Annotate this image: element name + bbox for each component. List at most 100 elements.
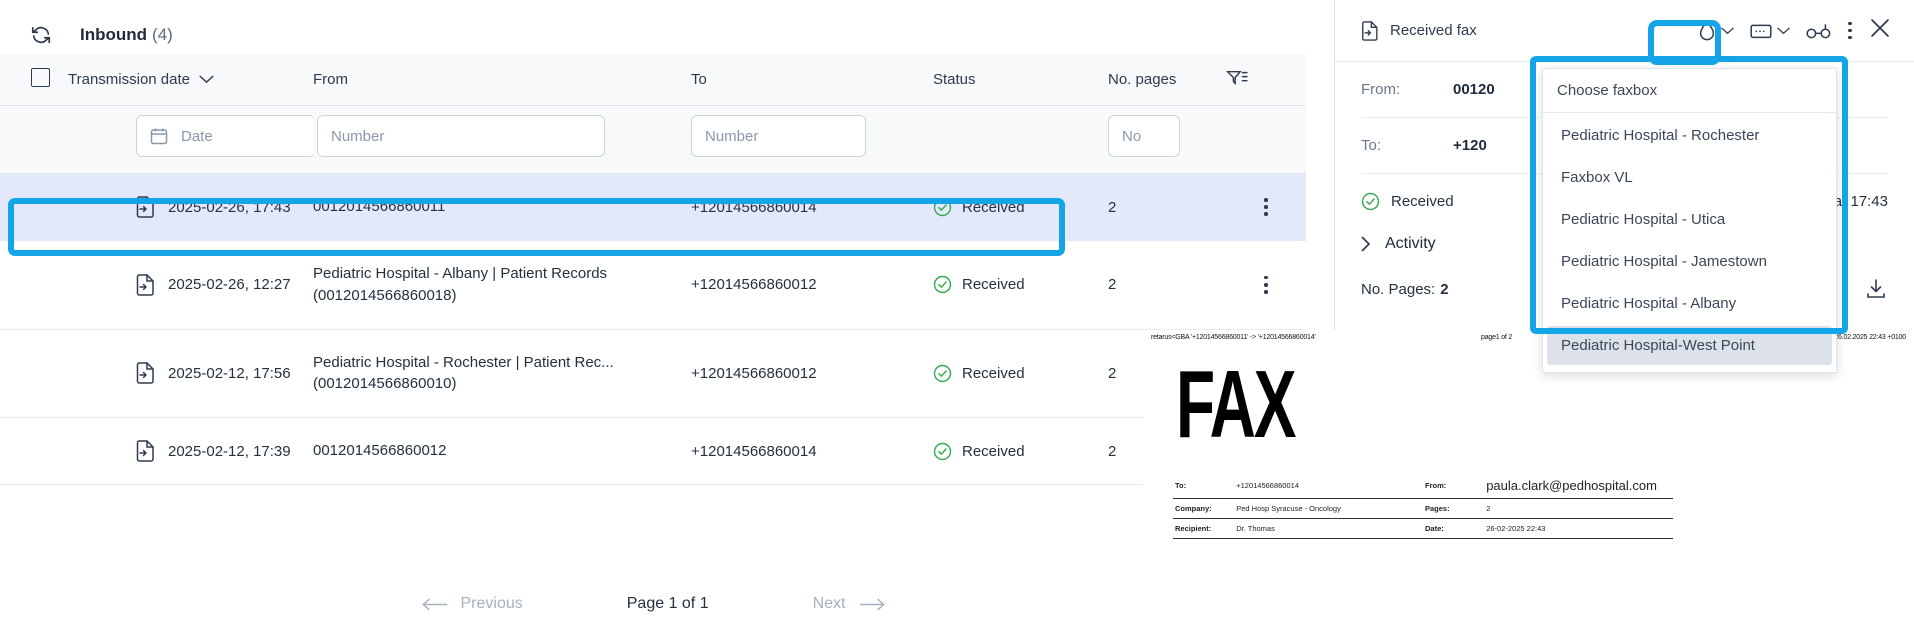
preview-header-line: retarus<GBA '+12014566860011' -> '+12014… — [1143, 330, 1914, 341]
faxbox-icon — [1750, 24, 1772, 38]
table-row[interactable]: 2025-02-12, 17:39 0012014566860012 +1201… — [0, 417, 1306, 485]
row-from-cell: 0012014566860011 — [313, 173, 691, 241]
column-filter-toggle[interactable] — [1225, 54, 1306, 106]
row-checkbox-cell[interactable] — [0, 173, 68, 241]
preview-date-value: 26-02-2025 22:43 — [1484, 518, 1673, 539]
pages-filter-input[interactable]: No — [1108, 115, 1180, 157]
to-filter-input[interactable]: Number — [691, 115, 866, 157]
detail-pages-line: No. Pages: 2 — [1335, 267, 1914, 313]
preview-header-right: 26.02.2025 22:43 +0100 — [1834, 334, 1906, 341]
column-from[interactable]: From — [313, 54, 691, 106]
activity-label: Activity — [1385, 235, 1436, 252]
filter-pages-cell: No — [1108, 105, 1226, 174]
row-pages-cell: 2 — [1108, 240, 1226, 330]
row-date-cell: 2025-02-26, 12:27 — [68, 240, 313, 330]
filter-row: Date Number Number — [0, 105, 1306, 174]
row-to-cell: +12014566860012 — [691, 240, 933, 330]
column-to[interactable]: To — [691, 54, 933, 106]
check-circle-icon — [933, 442, 952, 460]
dropdown-item-utica[interactable]: Pediatric Hospital - Utica — [1561, 211, 1726, 228]
row-from-sub: (0012014566860010) — [313, 375, 457, 393]
close-button[interactable] — [1868, 16, 1892, 45]
detail-to-label: To: — [1361, 137, 1382, 154]
row-pages: 2 — [1108, 276, 1117, 294]
status-badge: Received — [962, 364, 1025, 382]
row-checkbox-cell[interactable] — [0, 417, 68, 485]
row-from: 0012014566860011 — [313, 198, 446, 216]
filter-spacer — [0, 105, 68, 174]
glasses-button[interactable] — [1806, 23, 1832, 39]
preview-to-label: To: — [1173, 473, 1235, 499]
filter-from-cell: Number — [313, 105, 691, 174]
faxbox-dropdown-menu[interactable]: Choose faxbox Pediatric Hospital - Roche… — [1542, 68, 1837, 373]
dropdown-item-albany[interactable]: Pediatric Hospital - Albany — [1561, 295, 1737, 312]
table-row[interactable]: 2025-02-26, 17:43 0012014566860011 +1201… — [0, 173, 1306, 241]
detail-to-value: +120 — [1453, 137, 1487, 154]
row-menu-cell[interactable] — [1226, 173, 1306, 241]
pagination: Previous Page 1 of 1 Next — [0, 567, 1306, 637]
select-all-header[interactable] — [0, 54, 68, 106]
activity-section-toggle[interactable]: Activity — [1335, 225, 1914, 267]
row-date: 2025-02-26, 12:27 — [168, 276, 291, 294]
row-checkbox-cell[interactable] — [0, 329, 68, 418]
row-menu-cell[interactable] — [1226, 240, 1306, 330]
preview-pages-label: Pages: — [1422, 498, 1485, 519]
row-from: Pediatric Hospital - Rochester | Patient… — [313, 353, 614, 371]
close-icon — [1871, 19, 1889, 37]
row-more-icon[interactable] — [1226, 198, 1306, 216]
fax-table: Transmission date From To Status No. — [0, 54, 1306, 485]
column-no-pages[interactable]: No. pages — [1108, 54, 1226, 106]
download-icon[interactable] — [1864, 277, 1888, 301]
arrow-right-icon — [859, 598, 885, 610]
status-badge: Received — [962, 198, 1025, 216]
row-checkbox-cell[interactable] — [0, 240, 68, 330]
date-filter-input[interactable]: Date — [136, 115, 316, 157]
row-from-cell: 0012014566860012 — [313, 417, 691, 485]
chevron-down-icon — [1721, 27, 1735, 34]
preview-from-label: From: — [1422, 473, 1485, 499]
row-date: 2025-02-12, 17:56 — [168, 364, 291, 382]
dropdown-header: Choose faxbox — [1543, 69, 1836, 113]
status-badge: Received — [962, 276, 1025, 294]
row-date-cell: 2025-02-26, 17:43 — [68, 173, 313, 241]
dropdown-item-faxbox-vl[interactable]: Faxbox VL — [1561, 169, 1633, 186]
received-fax-icon — [1362, 20, 1378, 41]
column-transmission-date[interactable]: Transmission date — [68, 54, 313, 106]
row-from-cell: Pediatric Hospital - Albany | Patient Re… — [313, 240, 691, 330]
preview-row-recipient: Recipient: Dr. Thomas Date: 26-02-2025 2… — [1173, 518, 1673, 539]
row-pages: 2 — [1108, 442, 1117, 460]
from-filter-input[interactable]: Number — [317, 115, 605, 157]
row-status-cell: Received — [933, 240, 1108, 330]
column-label-from: From — [313, 71, 348, 88]
dropdown-item-rochester[interactable]: Pediatric Hospital - Rochester — [1561, 127, 1760, 144]
refresh-icon[interactable] — [30, 24, 52, 46]
fax-page-preview[interactable]: retarus<GBA '+12014566860011' -> '+12014… — [1143, 330, 1914, 637]
column-status[interactable]: Status — [933, 54, 1108, 106]
check-circle-icon — [933, 276, 952, 294]
row-status-cell: Received — [933, 173, 1108, 241]
chevron-down-icon[interactable] — [199, 75, 214, 84]
faxbox-dropdown-button[interactable] — [1750, 22, 1791, 40]
row-more-icon[interactable] — [1226, 275, 1306, 294]
check-circle-icon — [933, 198, 952, 216]
table-row[interactable]: 2025-02-26, 12:27 Pediatric Hospital - A… — [0, 240, 1306, 330]
next-page-button[interactable]: Next — [795, 585, 904, 623]
dropdown-item-west-point[interactable]: Pediatric Hospital-West Point — [1547, 326, 1832, 365]
table-row[interactable]: 2025-02-12, 17:56 Pediatric Hospital - R… — [0, 329, 1306, 418]
row-date: 2025-02-12, 17:39 — [168, 442, 291, 460]
previous-page-button[interactable]: Previous — [403, 585, 541, 623]
inbound-list-pane: Inbound (4) Transmission date — [0, 0, 1335, 637]
detail-toolbar — [1698, 16, 1892, 45]
filter-list-icon[interactable] — [1225, 69, 1248, 87]
page-indicator: Page 1 of 1 — [626, 595, 709, 612]
droplet-dropdown-button[interactable] — [1698, 20, 1735, 42]
preview-header-left: retarus<GBA '+12014566860011' -> '+12014… — [1151, 334, 1316, 341]
received-fax-icon — [136, 362, 154, 384]
dropdown-item-jamestown[interactable]: Pediatric Hospital - Jamestown — [1561, 253, 1767, 270]
preview-company-value: Ped Hosp Syracuse - Oncology — [1234, 498, 1423, 519]
chevron-down-icon — [1777, 27, 1791, 34]
detail-more-icon[interactable] — [1848, 21, 1852, 40]
detail-title: Received fax — [1390, 22, 1477, 39]
row-pages: 2 — [1108, 198, 1117, 216]
select-all-checkbox[interactable] — [31, 68, 50, 87]
